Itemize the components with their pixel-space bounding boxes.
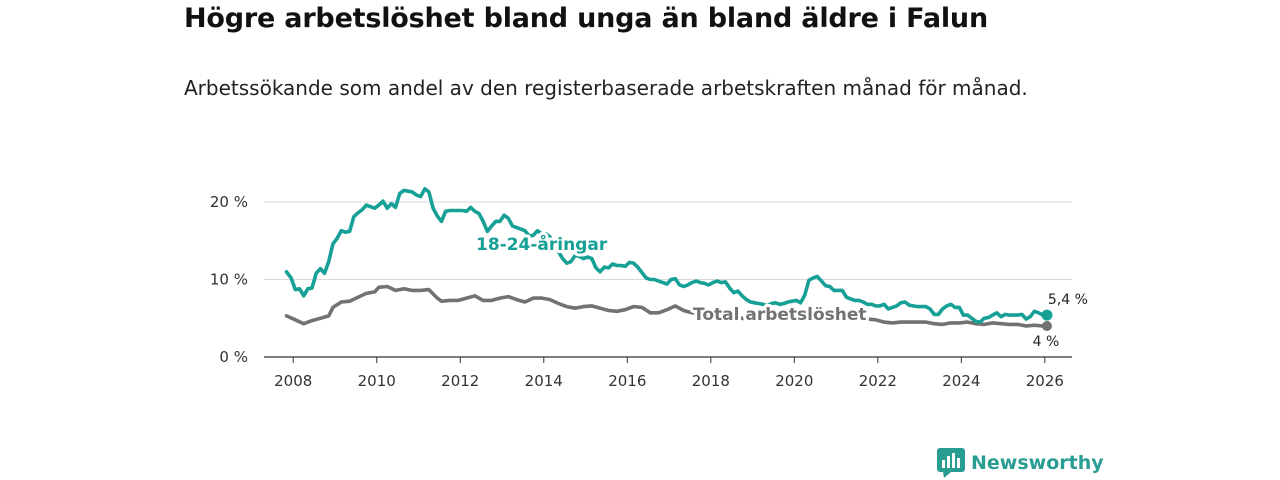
x-tick-label: 2008: [274, 372, 312, 390]
end-value-label-youth-halo: 5,4 %: [1048, 292, 1088, 308]
y-tick-label: 0 %: [219, 348, 248, 366]
x-tick-label: 2018: [692, 372, 730, 390]
series-label-total-halo: Total arbetslöshet: [693, 305, 867, 325]
series-end-marker-total: [1041, 321, 1052, 331]
newsworthy-chart-logo-icon: [937, 448, 965, 478]
chart-subtitle: Arbetssökande som andel av den registerb…: [184, 76, 1028, 100]
y-tick-label: 20 %: [210, 193, 248, 211]
x-tick-label: 2022: [859, 372, 897, 390]
axes: 0 % 10 % 20 % 2008 2010 2012 2014 2016 2018 2020 2…: [210, 193, 1072, 390]
end-value-label-youth: 5,4 %: [1048, 292, 1088, 308]
end-value-label-total: 4 %: [1033, 334, 1060, 350]
series-label-youth: 18-24-åringar: [476, 233, 608, 255]
x-tick-label: 2012: [441, 372, 479, 390]
x-tick-label: 2010: [358, 372, 396, 390]
chart-title: Högre arbetslöshet bland unga än bland ä…: [184, 3, 988, 34]
series-lines: [284, 187, 1053, 331]
x-tick-label: 2026: [1026, 372, 1064, 390]
series-line-youth: [284, 187, 1049, 324]
gridlines: [264, 201, 1072, 280]
x-tick-label: 2024: [942, 372, 980, 390]
end-value-label-total-halo: 4 %: [1033, 334, 1060, 350]
brand-name: Newsworthy: [971, 452, 1104, 474]
series-end-marker-youth: [1041, 309, 1053, 321]
y-tick-label: 10 %: [210, 271, 248, 289]
newsworthy-brand[interactable]: Newsworthy: [937, 448, 1104, 478]
series-label-total: Total arbetslöshet: [693, 305, 867, 325]
x-tick-label: 2016: [608, 372, 646, 390]
series-line-total: [284, 284, 1049, 328]
x-tick-label: 2014: [525, 372, 563, 390]
series-label-youth-halo: 18-24-åringar: [476, 233, 608, 255]
x-tick-label: 2020: [775, 372, 813, 390]
